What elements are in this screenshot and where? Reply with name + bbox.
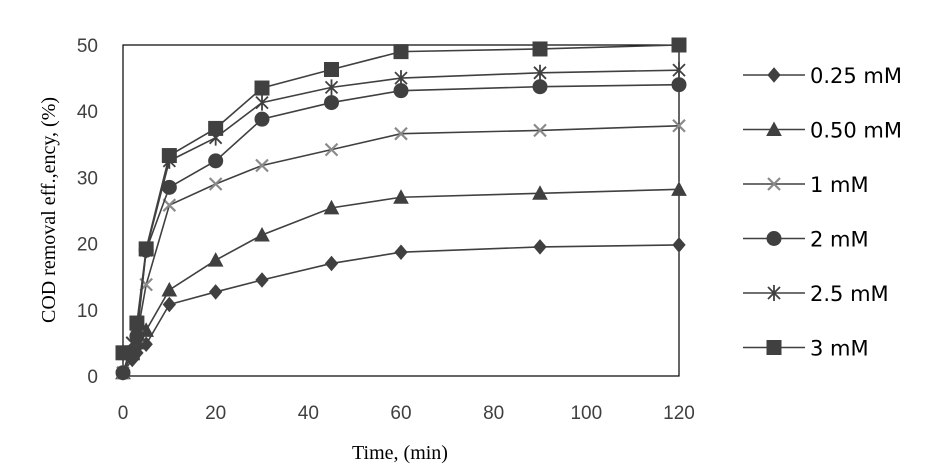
data-point [208, 177, 223, 191]
data-point [671, 181, 687, 196]
data-point [254, 226, 270, 242]
data-point [324, 79, 339, 96]
data-point [672, 62, 686, 79]
legend-marker [766, 231, 782, 246]
legend-marker [767, 285, 781, 301]
data-point [533, 64, 547, 81]
data-point [324, 142, 339, 157]
data-point [533, 239, 547, 255]
axes: 0 20 40 60 80 100 120 0 10 20 30 40 50 [77, 36, 695, 424]
data-point [208, 120, 224, 136]
legend-label: 2.5 mM [810, 282, 889, 306]
y-tick-label: 30 [77, 168, 98, 189]
data-point [162, 296, 176, 313]
legend-item: 2 mM [743, 228, 869, 252]
data-point [207, 252, 224, 267]
legend-item: 3 mM [743, 337, 869, 361]
series-2-5-mm [116, 62, 686, 361]
y-tick-label: 40 [77, 102, 98, 123]
data-point [393, 189, 409, 204]
legend-label: 3 mM [810, 337, 869, 361]
y-tick-label: 20 [77, 235, 98, 256]
data-point [115, 365, 131, 381]
series-0-25-mm [116, 237, 686, 381]
legend-label: 1 mM [810, 173, 869, 197]
legend-item: 0.50 mM [743, 119, 902, 143]
x-tick-label: 40 [298, 403, 319, 424]
legend: 0.25 mM 0.50 mM 1 mM 2 mM 2.5 mM 3 mM [743, 64, 902, 361]
data-point [324, 255, 339, 272]
legend-item: 2.5 mM [743, 282, 889, 306]
y-axis-label: COD removal eff.,ency, (%) [38, 97, 60, 323]
y-tick-label: 50 [77, 36, 98, 57]
data-point [394, 244, 408, 260]
data-point [671, 37, 687, 53]
data-point [393, 44, 409, 60]
data-point [324, 61, 339, 77]
data-point [161, 148, 177, 164]
x-tick-label: 20 [205, 403, 226, 424]
legend-label: 0.25 mM [810, 64, 902, 88]
data-point [129, 315, 145, 331]
data-point [124, 345, 140, 361]
x-axis-label: Time, (min) [352, 442, 448, 464]
data-point [161, 281, 178, 297]
legend-marker [767, 67, 781, 83]
data-point [209, 284, 223, 300]
legend-label: 0.50 mM [810, 119, 902, 143]
y-tick-label: 0 [87, 367, 98, 388]
data-point [162, 198, 177, 212]
data-point [394, 70, 408, 87]
legend-label: 2 mM [810, 228, 869, 252]
legend-item: 1 mM [743, 173, 869, 197]
series-line [122, 244, 680, 374]
series-0-50-mm [115, 181, 687, 380]
data-point [671, 77, 687, 93]
data-point [323, 199, 340, 215]
series-line [122, 188, 680, 374]
series-2-mm [115, 77, 687, 381]
data-point [255, 272, 269, 288]
data-point [255, 94, 269, 111]
series-layer [115, 37, 687, 381]
x-tick-label: 60 [390, 403, 411, 424]
data-point [672, 118, 686, 133]
y-tick-label: 10 [77, 301, 98, 322]
data-point [255, 158, 269, 173]
data-point [254, 111, 270, 127]
data-point [532, 41, 548, 57]
series-line [122, 69, 680, 354]
x-tick-label: 80 [483, 403, 504, 424]
data-point [324, 95, 339, 111]
data-point [532, 79, 548, 95]
legend-marker [767, 177, 781, 191]
x-tick-label: 120 [663, 403, 695, 424]
data-point [394, 126, 408, 141]
legend-marker [766, 340, 782, 355]
data-point [254, 80, 270, 96]
legend-item: 0.25 mM [743, 64, 902, 88]
data-point [138, 241, 154, 257]
x-tick-label: 0 [118, 403, 129, 424]
data-point [208, 153, 224, 169]
legend-marker [766, 121, 782, 136]
x-tick-label: 100 [570, 403, 602, 424]
data-point [532, 185, 548, 200]
data-point [533, 123, 547, 138]
series-3-mm [115, 37, 687, 361]
data-point [672, 237, 686, 253]
